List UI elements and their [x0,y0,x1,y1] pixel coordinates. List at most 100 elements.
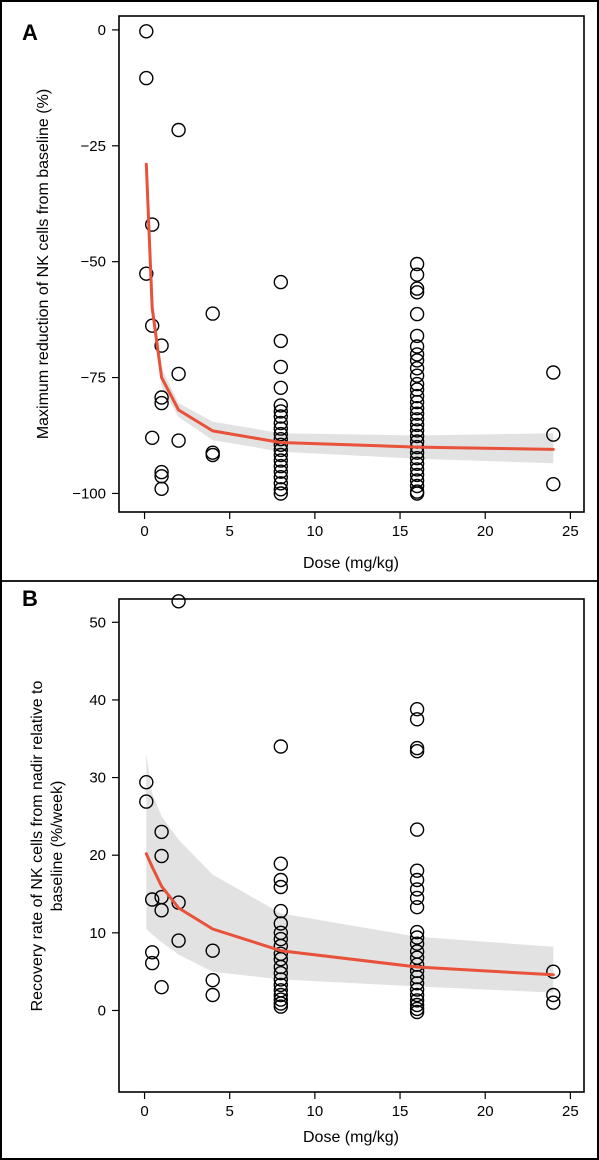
panel-a-data-point [273,404,288,419]
panel-b-data-point [409,890,425,906]
panel-b-data-point [409,702,425,717]
panel-a-data-point [139,24,154,39]
panel-b-y-tick-label: 40 [89,692,106,709]
panel-a-data-point [273,409,288,424]
panel-b-data-point [409,982,425,997]
panel-a-data-point [409,417,425,433]
panel-a-fit-layer [144,162,555,451]
panel-a-x-tick-label: 0 [140,523,148,540]
panel-a-data-point [273,333,288,349]
panel-b-data-point [171,933,186,948]
panel-a-y-tick-label: −50 [81,254,106,271]
panel-b-plot-area [118,598,585,1093]
panel-a: A 0 5 10 15 20 25 0 −25 −50 −75 −100 Dose (mg/kg)… [22,15,585,572]
panel-b-data-point [273,977,288,993]
panel-a-data-point [409,478,425,494]
panel-b-data-point [409,712,425,727]
panel-b-data-point [205,973,220,988]
panel-a-data-point [273,482,288,497]
panel-a-x-tick-label: 20 [477,523,494,540]
panel-a-data-point [273,415,288,431]
panel-b-data-point [273,931,288,947]
panel-a-data-point [409,462,425,477]
panel-a-data-point [144,430,160,445]
panel-b-data-point [409,900,425,915]
panel-a-data-point [546,365,561,380]
panel-b-data-point [171,594,186,609]
panel-b-fit-layer [144,852,555,977]
panel-b-y-tick-label: 50 [89,614,106,631]
panel-b-data-point [273,739,288,754]
panel-b-y-tick-label: 30 [89,770,106,787]
panel-a-data-point [409,428,425,444]
panel-b-data-point [409,987,425,1003]
panel-b-data-point [205,943,220,958]
panel-a-y-tick-label: −25 [81,138,106,155]
panel-a-data-point [546,477,561,492]
panel-b-x-tick-label: 5 [226,1103,234,1120]
panel-a-y-tick-label: −75 [81,370,106,387]
panel-a-data-point [171,122,186,138]
panel-a-data-point [154,395,169,411]
panel-b-ci-band [146,754,554,993]
panel-b-data-point [154,848,169,864]
panel-a-ci-band-layer [146,159,554,464]
panel-b-data-point [273,999,288,1014]
panel-a-data-point [409,467,425,483]
panel-a-data-point [409,267,425,282]
panel-a-y-axis: 0 −25 −50 −75 −100 [72,22,119,502]
panel-a-data-point [409,306,425,322]
panel-b-data-point [273,879,288,895]
panel-a-data-point [409,388,425,404]
panel-b-data-point [409,863,425,878]
panel-a-data-point [273,398,288,413]
panel-a-data-point [409,353,425,368]
panel-b-data-point [546,964,561,979]
panel-a-data-point [273,464,288,479]
panel-b-data-point [409,872,425,888]
panel-a-data-point [205,447,220,463]
panel-b-data-point [273,966,288,981]
panel-a-fit-line [144,162,555,451]
panel-b-data-point [273,952,288,967]
panel-b-x-axis: 0 5 10 15 20 25 [140,1092,579,1120]
panel-a-data-point [273,274,288,290]
panel-a-data-point [154,338,169,353]
panel-a-data-point [409,394,425,410]
panel-a-data-point [144,318,160,333]
panel-a-data-point [409,281,425,296]
panel-a-x-axis-label: Dose (mg/kg) [303,555,399,572]
panel-b-label: B [22,586,38,611]
panel-a-label: A [22,20,38,45]
panel-b-y-axis: 0 10 20 30 40 50 [89,614,119,1019]
panel-a-data-point [409,401,425,416]
panel-a-points-layer [139,24,561,501]
panel-b-points-layer [139,594,561,1020]
panel-b-data-point [409,1004,425,1020]
panel-a-data-point [409,423,425,438]
panel-b-data-point [273,972,288,987]
panel-a-x-tick-label: 15 [392,523,409,540]
panel-b-data-point [409,997,425,1013]
panel-a-data-point [409,285,425,300]
panel-a-x-tick-label: 25 [562,523,579,540]
panel-b-x-tick-label: 0 [140,1103,148,1120]
panel-b-data-point [546,995,561,1010]
panel-a-x-axis: 0 5 10 15 20 25 [140,512,579,540]
panel-a-y-tick-label: 0 [98,22,106,39]
panel-b-data-point [273,992,288,1007]
panel-a-data-point [546,427,561,442]
panel-b-data-point [154,980,169,995]
panel-b-y-tick-label: 10 [89,925,106,942]
panel-a-data-point [139,266,154,281]
panel-b-data-point [409,882,425,897]
panel-b-x-axis-label: Dose (mg/kg) [303,1129,399,1146]
panel-b-data-point [273,856,288,871]
panel-a-data-point [273,426,288,442]
panel-a-data-point [409,376,425,392]
panel-a-data-point [171,433,186,448]
panel-b-data-point [409,976,425,991]
